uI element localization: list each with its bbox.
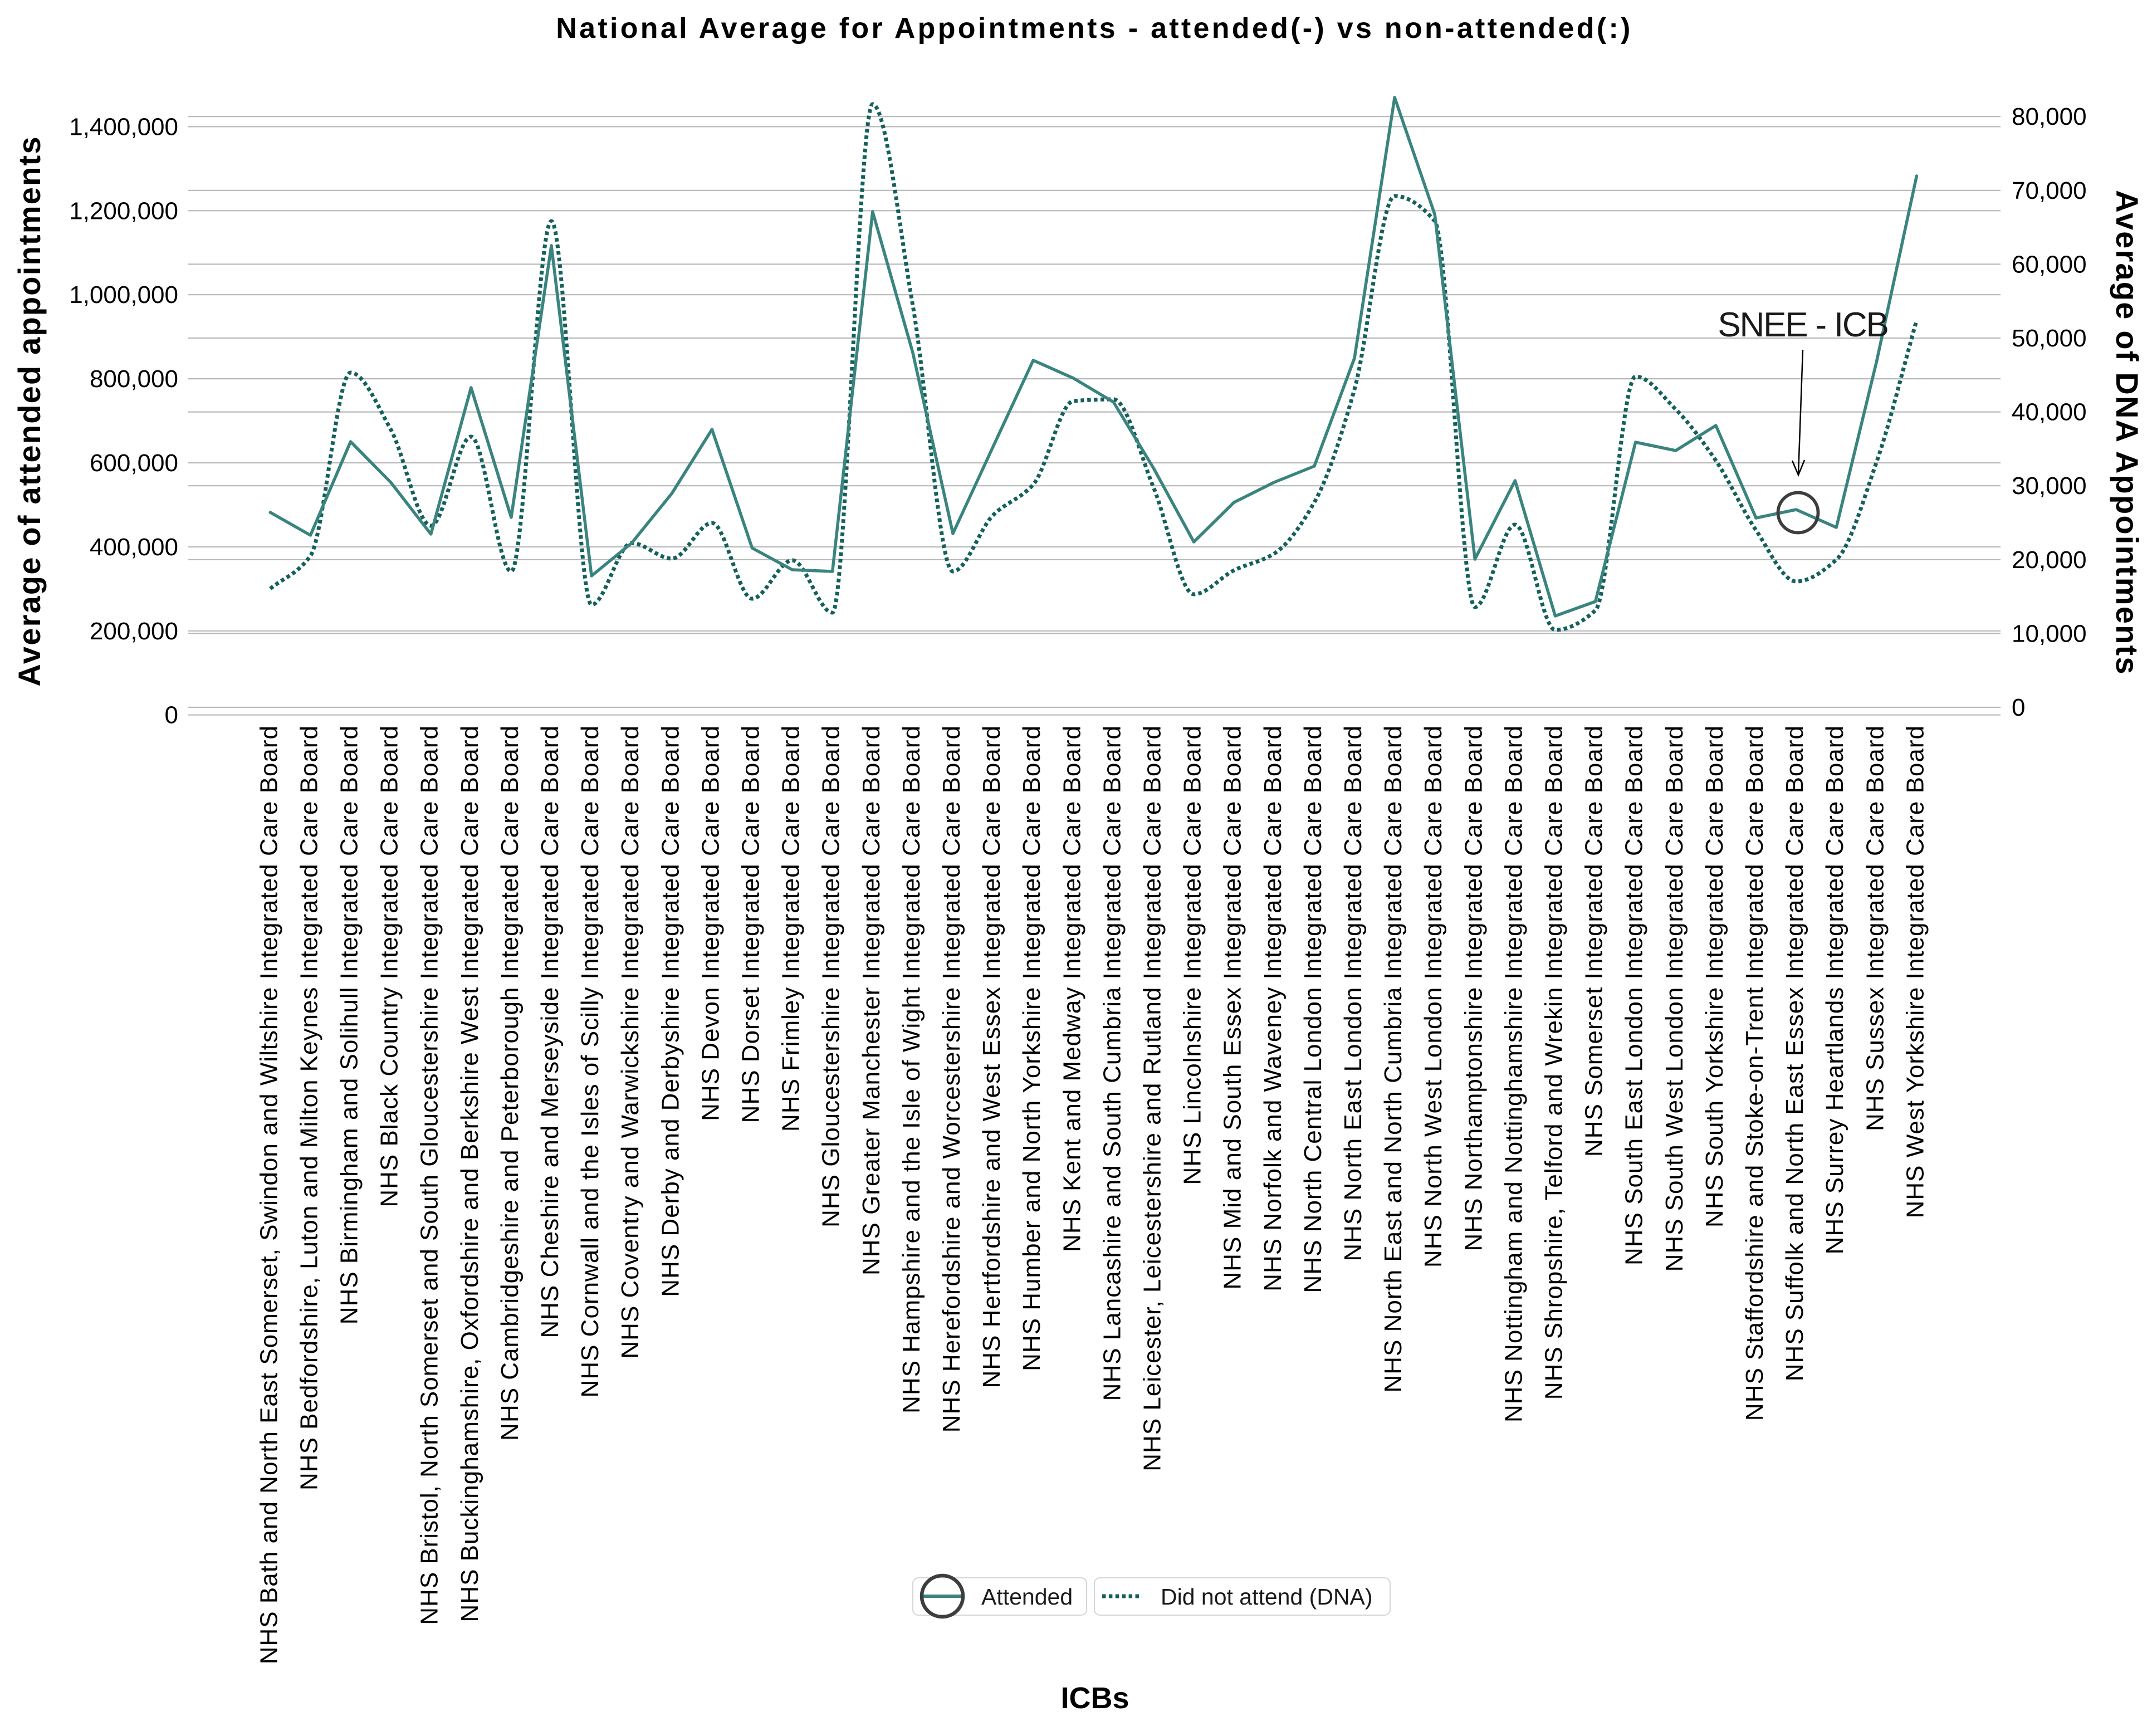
svg-text:70,000: 70,000: [2012, 177, 2087, 204]
svg-text:NHS Bristol, North Somerset an: NHS Bristol, North Somerset and South Gl…: [416, 725, 443, 1625]
svg-text:NHS Greater Manchester Integra: NHS Greater Manchester Integrated Care B…: [858, 725, 885, 1275]
svg-text:NHS Hertfordshire and West Ess: NHS Hertfordshire and West Essex Integra…: [978, 725, 1005, 1388]
svg-text:40,000: 40,000: [2012, 399, 2087, 426]
svg-text:NHS Lancashire and South Cumbr: NHS Lancashire and South Cumbria Integra…: [1098, 725, 1126, 1401]
svg-text:NHS Derby and Derbyshire Integ: NHS Derby and Derbyshire Integrated Care…: [657, 725, 684, 1297]
svg-text:Did not attend (DNA): Did not attend (DNA): [1161, 1584, 1373, 1610]
svg-text:NHS Lincolnshire Integrated Ca: NHS Lincolnshire Integrated Care Board: [1179, 725, 1206, 1185]
svg-text:0: 0: [165, 702, 178, 729]
svg-text:NHS Mid and South Essex Integr: NHS Mid and South Essex Integrated Care …: [1219, 725, 1246, 1290]
svg-text:10,000: 10,000: [2012, 620, 2087, 647]
svg-text:NHS Northamptonshire Integrate: NHS Northamptonshire Integrated Care Boa…: [1460, 725, 1487, 1251]
svg-text:Attended: Attended: [981, 1584, 1073, 1610]
svg-text:600,000: 600,000: [90, 449, 178, 477]
svg-text:30,000: 30,000: [2012, 472, 2087, 500]
svg-text:NHS Hampshire and the Isle of: NHS Hampshire and the Isle of Wight Inte…: [898, 725, 925, 1414]
svg-text:0: 0: [2012, 694, 2025, 721]
svg-text:National Average for Appointme: National Average for Appointments - atte…: [556, 12, 1632, 45]
svg-text:Average of DNA Appointments: Average of DNA Appointments: [2110, 190, 2145, 675]
svg-text:NHS Bedfordshire, Luton and Mi: NHS Bedfordshire, Luton and Milton Keyne…: [295, 725, 322, 1490]
svg-text:NHS Shropshire, Telford and Wr: NHS Shropshire, Telford and Wrekin Integ…: [1540, 725, 1568, 1400]
svg-text:1,200,000: 1,200,000: [69, 197, 178, 224]
svg-text:NHS Cambridgeshire and Peterbo: NHS Cambridgeshire and Peterborough Inte…: [496, 725, 524, 1441]
svg-text:NHS Somerset Integrated Care B: NHS Somerset Integrated Care Board: [1581, 725, 1608, 1157]
svg-text:NHS Humber and North Yorkshire: NHS Humber and North Yorkshire Integrate…: [1018, 725, 1045, 1371]
svg-text:NHS North East and North Cumbr: NHS North East and North Cumbria Integra…: [1380, 725, 1407, 1393]
svg-text:NHS Leicester, Leicestershire: NHS Leicester, Leicestershire and Rutlan…: [1139, 725, 1166, 1471]
svg-text:NHS Buckinghamshire, Oxfordshi: NHS Buckinghamshire, Oxfordshire and Ber…: [456, 725, 483, 1622]
svg-text:NHS South Yorkshire Integrated: NHS South Yorkshire Integrated Care Boar…: [1701, 725, 1728, 1228]
svg-text:60,000: 60,000: [2012, 251, 2087, 278]
svg-text:NHS Frimley Integrated Care Bo: NHS Frimley Integrated Care Board: [777, 725, 805, 1132]
svg-text:NHS North Central London Integ: NHS North Central London Integrated Care…: [1299, 725, 1327, 1293]
svg-text:400,000: 400,000: [90, 534, 178, 561]
svg-text:Average of attended appointmen: Average of attended appointments: [12, 135, 47, 686]
svg-text:NHS Sussex Integrated Care Boa: NHS Sussex Integrated Care Board: [1861, 725, 1889, 1131]
svg-text:NHS Suffolk and North East Ess: NHS Suffolk and North East Essex Integra…: [1781, 725, 1808, 1381]
svg-text:NHS Devon Integrated Care Boar: NHS Devon Integrated Care Board: [697, 725, 724, 1121]
svg-text:NHS Cheshire and Merseyside In: NHS Cheshire and Merseyside Integrated C…: [536, 725, 564, 1338]
svg-text:ICBs: ICBs: [1060, 1681, 1129, 1715]
svg-text:1,400,000: 1,400,000: [69, 113, 178, 140]
svg-text:NHS Black Country Integrated C: NHS Black Country Integrated Care Board: [376, 725, 403, 1207]
svg-text:200,000: 200,000: [90, 618, 178, 645]
svg-text:80,000: 80,000: [2012, 103, 2087, 130]
svg-text:NHS Gloucestershire Integrated: NHS Gloucestershire Integrated Care Boar…: [818, 725, 845, 1228]
svg-text:NHS West Yorkshire Integrated: NHS West Yorkshire Integrated Care Board: [1901, 725, 1929, 1218]
svg-text:NHS North East London Integrat: NHS North East London Integrated Care Bo…: [1339, 725, 1367, 1261]
svg-text:NHS Herefordshire and Worceste: NHS Herefordshire and Worcestershire Int…: [938, 725, 965, 1432]
svg-text:NHS Nottingham and Nottinghams: NHS Nottingham and Nottinghamshire Integ…: [1500, 725, 1527, 1422]
svg-text:NHS Norfolk and Waveney Integr: NHS Norfolk and Waveney Integrated Care …: [1259, 725, 1287, 1292]
svg-text:20,000: 20,000: [2012, 546, 2087, 574]
svg-text:NHS North West London Integrat: NHS North West London Integrated Care Bo…: [1420, 725, 1447, 1268]
svg-text:SNEE - ICB: SNEE - ICB: [1718, 306, 1887, 344]
svg-text:1,000,000: 1,000,000: [69, 281, 178, 309]
svg-text:800,000: 800,000: [90, 365, 178, 393]
svg-text:NHS South West London Integrat: NHS South West London Integrated Care Bo…: [1661, 725, 1688, 1272]
svg-text:NHS Bath and North East Somers: NHS Bath and North East Somerset, Swindo…: [255, 725, 282, 1664]
svg-text:50,000: 50,000: [2012, 325, 2087, 352]
svg-text:NHS Birmingham and Solihull In: NHS Birmingham and Solihull Integrated C…: [336, 725, 363, 1324]
svg-text:NHS Cornwall and the Isles of: NHS Cornwall and the Isles of Scilly Int…: [576, 725, 604, 1397]
svg-text:NHS South East London Integrat: NHS South East London Integrated Care Bo…: [1621, 725, 1648, 1265]
svg-text:NHS Dorset Integrated Care Boa: NHS Dorset Integrated Care Board: [737, 725, 765, 1123]
svg-text:NHS Kent and Medway Integrated: NHS Kent and Medway Integrated Care Boar…: [1058, 725, 1085, 1252]
svg-text:NHS Surrey Heartlands Integrat: NHS Surrey Heartlands Integrated Care Bo…: [1821, 725, 1848, 1254]
svg-text:NHS Coventry and Warwickshire: NHS Coventry and Warwickshire Integrated…: [617, 725, 644, 1359]
svg-text:NHS Staffordshire and Stoke-on: NHS Staffordshire and Stoke-on-Trent Int…: [1741, 725, 1768, 1421]
